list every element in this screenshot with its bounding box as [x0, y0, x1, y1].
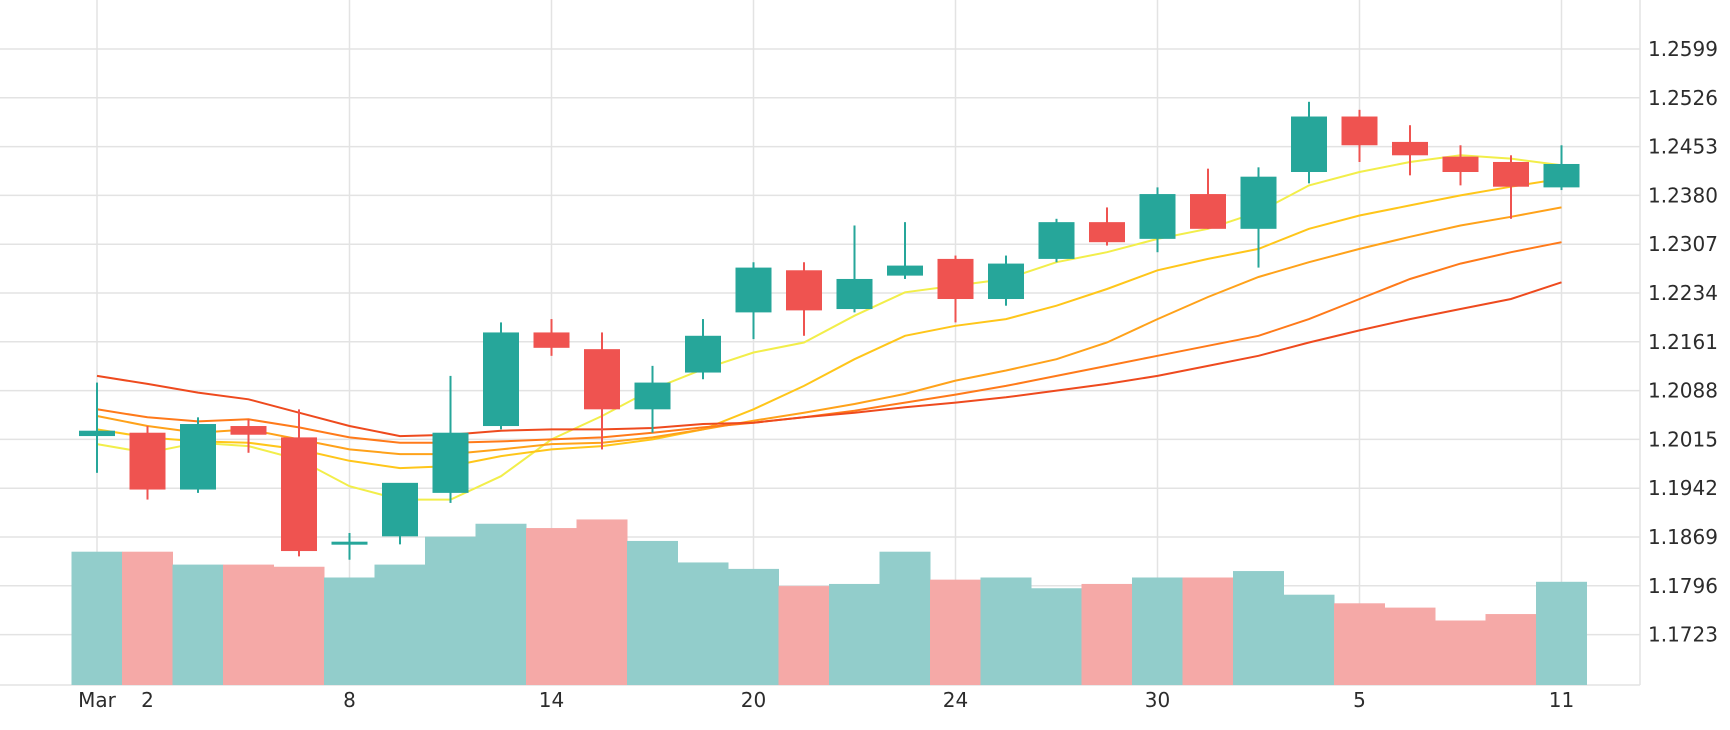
volume-bar	[1132, 577, 1183, 685]
volume-bar	[122, 551, 173, 685]
volume-bar	[172, 564, 224, 685]
volume-bar	[1182, 577, 1234, 685]
volume-bar	[425, 536, 476, 685]
volume-bar	[677, 562, 729, 685]
y-tick-label: 1.1869	[1648, 525, 1718, 549]
candle-body	[1543, 163, 1580, 188]
x-tick-label: 24	[943, 688, 968, 712]
volume-bar	[1485, 614, 1537, 685]
y-tick-label: 1.1942	[1648, 476, 1718, 500]
candle-body	[1493, 161, 1529, 187]
y-tick-label: 1.2307	[1648, 232, 1718, 256]
candle-body	[735, 267, 772, 313]
volume-bar	[1536, 581, 1587, 685]
y-tick-label: 1.2161	[1648, 330, 1718, 354]
volume-bar	[879, 551, 931, 685]
volume-bar	[324, 577, 375, 685]
volume-bar	[728, 568, 779, 685]
candle-body	[180, 424, 216, 490]
x-tick-label: 5	[1353, 688, 1366, 712]
y-tick-label: 1.2599	[1648, 37, 1718, 61]
candle-body	[331, 541, 368, 545]
volume-layer	[71, 519, 1587, 685]
x-tick-label: Mar	[78, 688, 117, 712]
candle-body	[129, 432, 166, 490]
volume-bar	[1081, 583, 1133, 685]
axis-layer: 1.2599 1.2526 1.2453 1.2380 1.2307 1.2234 1.21…	[78, 37, 1718, 712]
volume-bar	[980, 577, 1032, 685]
y-tick-label: 1.1796	[1648, 574, 1718, 598]
x-tick-label: 8	[343, 688, 356, 712]
candle-body	[382, 482, 418, 537]
volume-bar	[1435, 620, 1486, 685]
volume-bar	[1384, 607, 1436, 685]
moving-average-line	[96, 154, 1562, 501]
y-tick-label: 1.2453	[1648, 135, 1718, 159]
volume-bar	[71, 551, 123, 685]
moving-average-line	[96, 177, 1562, 470]
candle-body	[584, 349, 620, 410]
moving-average-line	[96, 281, 1562, 438]
candle-body	[533, 332, 570, 348]
candle-body	[1341, 116, 1378, 146]
volume-bar	[1031, 588, 1082, 685]
candle-body	[1442, 156, 1479, 173]
volume-bar	[223, 564, 274, 685]
candle-body	[685, 335, 721, 373]
moving-average-line	[96, 206, 1562, 456]
candle-body	[1392, 141, 1428, 156]
volume-bar	[374, 564, 426, 685]
candle-body	[1139, 194, 1176, 239]
volume-bar	[526, 528, 577, 685]
candle-body	[634, 382, 671, 410]
candle-body	[432, 432, 469, 493]
y-tick-label: 1.2234	[1648, 281, 1718, 305]
candle-body	[887, 265, 923, 276]
candle-body	[836, 278, 873, 310]
volume-bar	[627, 540, 678, 685]
candle-body	[988, 263, 1024, 300]
x-tick-label: 11	[1549, 688, 1574, 712]
candle-body	[1038, 222, 1075, 259]
candle-body	[230, 426, 267, 435]
volume-bar	[829, 583, 880, 685]
y-tick-label: 1.2380	[1648, 183, 1718, 207]
y-tick-label: 1.1723	[1648, 623, 1718, 647]
volume-bar	[1233, 571, 1284, 685]
candle-body	[1291, 116, 1327, 173]
candle-body	[786, 270, 822, 311]
x-tick-label: 14	[539, 688, 564, 712]
moving-average-layer	[96, 154, 1562, 501]
candle-layer	[79, 101, 1580, 560]
candle-body	[79, 430, 115, 437]
candle-body	[1190, 194, 1226, 229]
candle-body	[937, 258, 974, 300]
y-tick-label: 1.2526	[1648, 86, 1718, 110]
x-tick-label: 20	[741, 688, 766, 712]
candle-body	[483, 332, 519, 427]
volume-bar	[273, 566, 325, 685]
x-tick-label: 30	[1145, 688, 1170, 712]
volume-bar	[475, 523, 527, 685]
volume-bar	[778, 586, 830, 685]
volume-bar	[930, 579, 981, 685]
candle-body	[281, 437, 317, 552]
y-tick-label: 1.2088	[1648, 379, 1718, 403]
x-tick-label: 2	[141, 688, 154, 712]
y-tick-label: 1.2015	[1648, 427, 1718, 451]
candle-body	[1089, 222, 1125, 243]
candle-body	[1240, 176, 1277, 229]
volume-bar	[1283, 594, 1335, 685]
volume-bar	[576, 519, 628, 685]
volume-bar	[1334, 603, 1385, 685]
